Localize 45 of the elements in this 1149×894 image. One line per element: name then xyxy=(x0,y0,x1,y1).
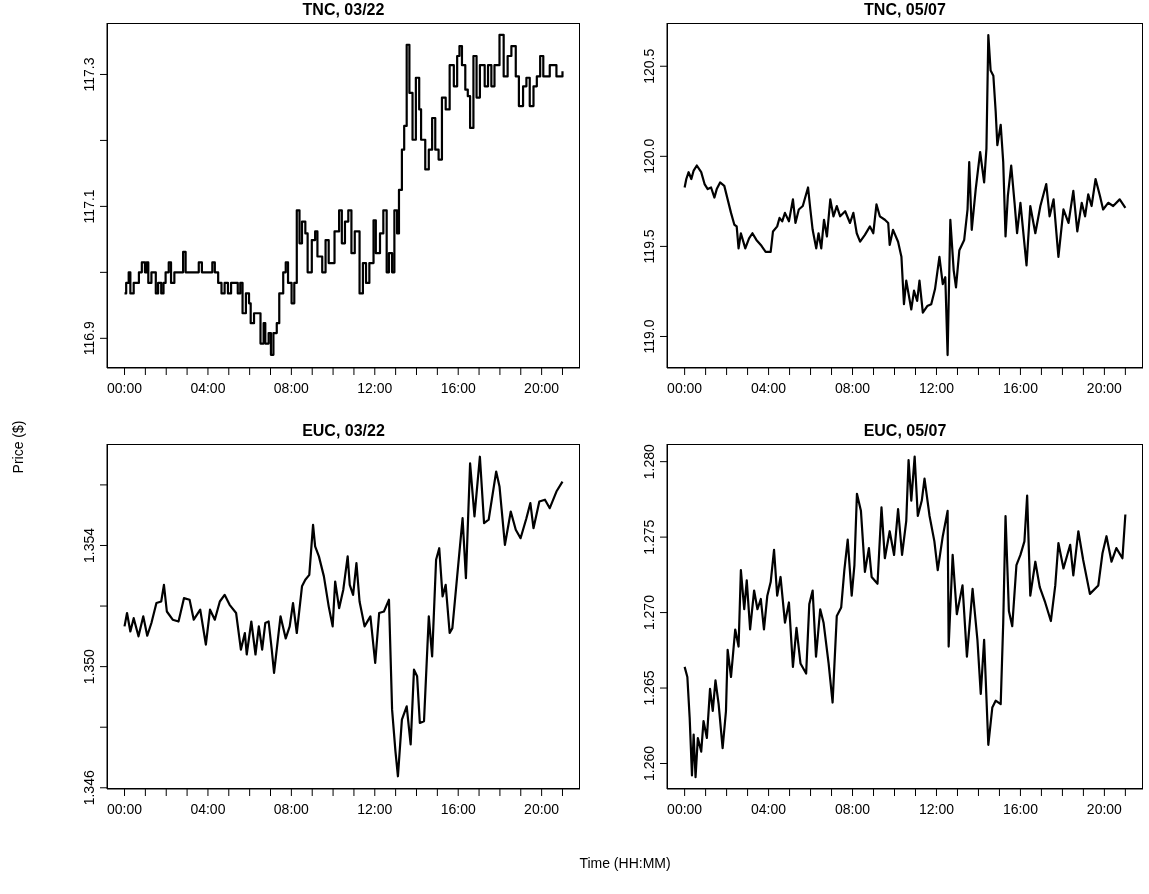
x-tick-label: 20:00 xyxy=(1086,801,1123,817)
x-tick-label: 20:00 xyxy=(524,380,560,396)
y-tick-label: 1.275 xyxy=(641,519,657,555)
x-tick-label: 00:00 xyxy=(107,380,143,396)
y-tick-label: 1.280 xyxy=(641,443,657,480)
y-tick-label: 1.260 xyxy=(641,745,657,782)
x-tick-label: 00:00 xyxy=(667,380,703,396)
x-tick-label: 20:00 xyxy=(1086,380,1123,396)
y-tick-label: 120.5 xyxy=(641,48,657,84)
y-tick-label: 1.346 xyxy=(81,770,97,806)
x-tick-label: 12:00 xyxy=(357,801,393,817)
x-tick-label: 00:00 xyxy=(667,801,703,817)
x-tick-label: 08:00 xyxy=(835,801,871,817)
x-tick-label: 08:00 xyxy=(273,801,310,817)
y-tick-label: 117.3 xyxy=(81,57,97,92)
y-tick-label: 1.270 xyxy=(641,594,657,631)
x-tick-label: 08:00 xyxy=(273,380,310,396)
x-tick-label: 16:00 xyxy=(440,380,476,396)
x-tick-label: 04:00 xyxy=(190,380,226,396)
y-tick-label: 119.5 xyxy=(641,229,657,264)
y-tick-label: 119.0 xyxy=(641,319,657,354)
x-tick-label: 08:00 xyxy=(835,380,871,396)
chart-title: TNC, 03/22 xyxy=(301,0,386,20)
x-tick-label: 12:00 xyxy=(918,801,955,817)
x-tick-label: 00:00 xyxy=(107,801,143,817)
x-tick-label: 12:00 xyxy=(357,380,393,396)
y-tick-label: 1.265 xyxy=(641,670,657,706)
x-tick-label: 12:00 xyxy=(918,380,955,396)
chart-title: TNC, 05/07 xyxy=(863,0,947,20)
y-tick-label: 116.9 xyxy=(81,321,97,356)
chart-title: EUC, 05/07 xyxy=(862,421,948,441)
y-tick-label: 1.350 xyxy=(81,648,97,685)
x-axis-title: Time (HH:MM) xyxy=(579,855,671,871)
y-tick-label: 1.354 xyxy=(81,527,97,563)
chart-title: EUC, 03/22 xyxy=(301,421,386,441)
x-tick-label: 04:00 xyxy=(751,380,787,396)
y-tick-label: 117.1 xyxy=(81,189,97,224)
x-tick-label: 16:00 xyxy=(440,801,476,817)
x-tick-label: 20:00 xyxy=(524,801,560,817)
x-tick-label: 04:00 xyxy=(190,801,226,817)
y-tick-label: 120.0 xyxy=(641,138,657,174)
x-tick-label: 04:00 xyxy=(751,801,787,817)
y-axis-title: Price ($) xyxy=(10,420,26,474)
x-tick-label: 16:00 xyxy=(1002,801,1039,817)
x-tick-label: 16:00 xyxy=(1002,380,1039,396)
